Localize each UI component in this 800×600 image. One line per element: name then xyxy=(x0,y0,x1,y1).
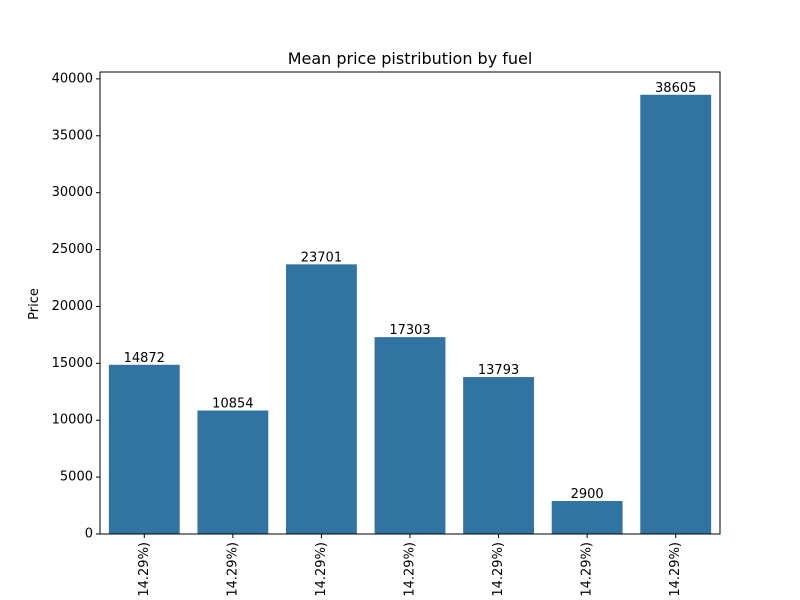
bar-1 xyxy=(108,364,180,534)
data-label-7: 38605 xyxy=(655,81,696,96)
bars-group xyxy=(108,94,712,534)
y-axis-label: Price xyxy=(27,288,42,320)
bar-7 xyxy=(640,94,712,534)
plot-area-frame xyxy=(99,71,721,535)
y-tick-label-10000: 10000 xyxy=(52,413,93,428)
bar-6 xyxy=(551,501,623,534)
bar-3 xyxy=(286,264,357,534)
y-tick-label-40000: 40000 xyxy=(52,71,93,86)
data-label-2: 10854 xyxy=(212,397,253,412)
y-tick-label-35000: 35000 xyxy=(52,128,93,143)
data-label-4: 17303 xyxy=(389,323,430,338)
x-tick-label-6: 14.29%) xyxy=(580,542,595,597)
x-tick-label-4: 14.29%) xyxy=(403,542,418,597)
data-labels-group: 14872 10854 23701 17303 13793 2900 38605 xyxy=(124,81,697,502)
data-label-6: 2900 xyxy=(571,487,604,502)
y-tick-label-5000: 5000 xyxy=(60,470,93,485)
y-tick-label-15000: 15000 xyxy=(52,356,93,371)
x-tick-label-5: 14.29%) xyxy=(491,542,506,597)
x-tick-label-3: 14.29%) xyxy=(314,542,329,597)
y-tick-label-25000: 25000 xyxy=(52,242,93,257)
data-label-3: 23701 xyxy=(301,250,342,265)
data-label-1: 14872 xyxy=(124,351,165,366)
y-tick-label-20000: 20000 xyxy=(52,299,93,314)
chart-title: Mean price pistribution by fuel xyxy=(288,49,533,68)
x-tick-label-7: 14.29%) xyxy=(668,542,683,597)
y-tick-label-30000: 30000 xyxy=(52,185,93,200)
x-axis-ticks: 14.29%) 14.29%) 14.29%) 14.29%) 14.29%) 14.29… xyxy=(137,534,683,597)
data-label-5: 13793 xyxy=(478,363,519,378)
y-axis-ticks: 0 5000 10000 15000 20000 25000 30000 35000 40000 xyxy=(52,71,100,542)
x-tick-label-2: 14.29%) xyxy=(225,542,240,597)
x-tick-label-1: 14.29%) xyxy=(137,542,152,597)
bar-4 xyxy=(374,337,446,534)
bar-5 xyxy=(463,377,534,534)
bar-2 xyxy=(197,410,269,534)
y-tick-label-0: 0 xyxy=(85,527,93,542)
